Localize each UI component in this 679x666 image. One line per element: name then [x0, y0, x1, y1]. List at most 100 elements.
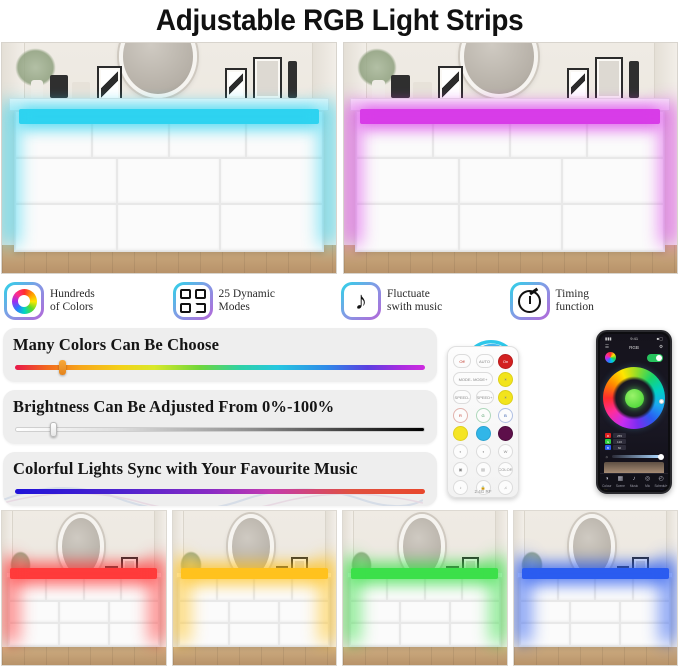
- gear-icon[interactable]: ⚙: [658, 344, 663, 349]
- remote-button-purple[interactable]: [498, 426, 513, 441]
- color-wheel-wrap: [600, 364, 668, 431]
- led-glow: [18, 102, 319, 130]
- brightness-slider[interactable]: [13, 422, 427, 437]
- rgb-value-fields: R 255 G 120 B 60: [600, 431, 668, 452]
- color-wheel[interactable]: [603, 367, 665, 429]
- remote-button-brightness-up[interactable]: ☀: [498, 372, 513, 387]
- drawer-row-middle: [14, 157, 323, 205]
- remote-button-on[interactable]: On: [498, 354, 513, 369]
- remote-button-off[interactable]: Off: [453, 354, 471, 368]
- banner-text: Brightness Can Be Adjusted From 0%-100%: [13, 397, 335, 416]
- app-brightness-track: [611, 453, 664, 460]
- drawer: [14, 204, 118, 252]
- app-brightness-slider[interactable]: ☼: [600, 452, 668, 461]
- remote-button-mode[interactable]: MODE- MODE+: [453, 372, 493, 386]
- drawer: [561, 204, 665, 252]
- app-bottom-nav: ◑ Colour ▦ Scene ♪ Music ◎ Mic ◴ Schedule: [600, 473, 668, 490]
- remote-button-music-2[interactable]: ♫: [498, 480, 513, 495]
- drawer-row-bottom: [8, 623, 159, 646]
- decor-object: [49, 75, 69, 99]
- nav-label: Mic: [645, 484, 651, 489]
- rgb-value-b[interactable]: 60: [613, 445, 626, 450]
- remote-button-speed-down[interactable]: SPEED-: [453, 390, 471, 404]
- rgb-value-r[interactable]: 255: [613, 433, 626, 438]
- drawer: [356, 204, 459, 252]
- remote-button-speed-up[interactable]: SPEED+: [475, 390, 494, 404]
- thumb-blue[interactable]: [512, 510, 678, 666]
- remote-button-white[interactable]: W: [498, 444, 513, 459]
- power-toggle[interactable]: [647, 353, 663, 362]
- nav-item-mic[interactable]: ◎ Mic: [641, 475, 655, 489]
- remote-button-lock[interactable]: 🔒: [475, 480, 491, 495]
- banner-many-colors: Many Colors Can Be Choose: [3, 328, 437, 382]
- brightness-slider-handle[interactable]: [50, 422, 58, 437]
- rgb-tag-g: G: [605, 439, 611, 444]
- nav-item-colour[interactable]: ◑ Colour: [600, 475, 614, 489]
- color-preview-icon[interactable]: [605, 352, 616, 363]
- page-title: Adjustable RGB Light Strips: [155, 4, 524, 37]
- dresser-body: [5, 572, 162, 647]
- remote-button-music-1[interactable]: ♪: [453, 480, 468, 495]
- app-brightness-knob[interactable]: [658, 453, 664, 460]
- remote-button-auto[interactable]: AUTO: [475, 354, 494, 368]
- remote-footer-label: 2.4G RF: [474, 489, 492, 494]
- led-glow: [10, 561, 158, 585]
- remote-button-strobe[interactable]: ▣: [453, 462, 468, 477]
- rgb-line: B 60: [605, 445, 668, 450]
- drawer-row-bottom: [349, 623, 500, 646]
- remote-button-red[interactable]: R: [453, 408, 468, 423]
- color-slider[interactable]: [13, 360, 427, 375]
- remote-row-speed: SPEED- SPEED+ ☀: [453, 390, 513, 405]
- music-note-badge: ♪: [341, 282, 381, 320]
- remote-button-color[interactable]: COLOR: [498, 462, 513, 477]
- color-wheel-knob[interactable]: [659, 399, 664, 405]
- remote-button-cyan[interactable]: [475, 426, 491, 441]
- music-note-icon: ♪: [354, 286, 368, 315]
- nav-label: Colour: [602, 484, 612, 489]
- feature-label-line1: Fluctuate: [387, 287, 430, 300]
- dresser-body: [517, 572, 674, 647]
- remote-button-green[interactable]: G: [475, 408, 491, 423]
- color-wheel-center: [624, 388, 644, 408]
- thumb-green[interactable]: [342, 510, 508, 666]
- feature-music-sync: ♪ Fluctuate swith music: [341, 282, 507, 320]
- nav-item-scene[interactable]: ▦ Scene: [614, 475, 628, 489]
- rf-remote-control[interactable]: Off AUTO On MODE- MODE+ ☀ SPEED- SPEED+ …: [447, 346, 519, 498]
- remote-button-blue[interactable]: B: [498, 408, 513, 423]
- page-title-bar: Adjustable RGB Light Strips: [0, 0, 679, 42]
- banner-text: Many Colors Can Be Choose: [13, 335, 220, 354]
- dresser-body: [350, 98, 671, 253]
- remote-row-rgb: R G B: [453, 408, 513, 423]
- color-slider-handle[interactable]: [58, 360, 66, 375]
- nav-icon: ◴: [658, 476, 664, 483]
- led-light-strip: [18, 102, 319, 130]
- brightness-icon: ☼: [605, 454, 609, 459]
- led-glow: [351, 561, 499, 585]
- nav-item-schedule[interactable]: ◴ Schedule: [654, 475, 668, 489]
- decor-box: [413, 82, 432, 101]
- menu-icon[interactable]: ☰: [605, 344, 610, 349]
- remote-button-brightness-down[interactable]: ☀: [498, 390, 513, 405]
- decor-box: [71, 82, 91, 101]
- smartphone-app[interactable]: ▮▮▮ 9:41 ■▢ ☰ RGB ⚙: [596, 330, 672, 494]
- music-slider[interactable]: [13, 485, 427, 497]
- thumb-red[interactable]: [1, 510, 167, 666]
- music-slider-track: [15, 489, 425, 494]
- rgb-value-g[interactable]: 120: [613, 439, 626, 444]
- remote-button-flash[interactable]: ▤: [475, 462, 491, 477]
- remote-button-fade[interactable]: ◐: [453, 444, 468, 459]
- dresser-body: [346, 572, 503, 647]
- drawer: [220, 204, 323, 252]
- thumb-yellow[interactable]: [171, 510, 337, 666]
- hero-photo-magenta[interactable]: [342, 42, 678, 274]
- feature-label-line1: Timing: [555, 287, 589, 300]
- floor: [2, 646, 166, 665]
- picture-frame-tall: [594, 56, 624, 101]
- decor-candle: [287, 61, 298, 99]
- drawer: [220, 157, 323, 205]
- hero-photo-cyan[interactable]: [1, 42, 337, 274]
- remote-button-yellow[interactable]: [453, 426, 468, 441]
- nav-item-music[interactable]: ♪ Music: [627, 475, 641, 489]
- remote-button-jump[interactable]: ◑: [475, 444, 491, 459]
- drawer-row-middle: [179, 600, 330, 624]
